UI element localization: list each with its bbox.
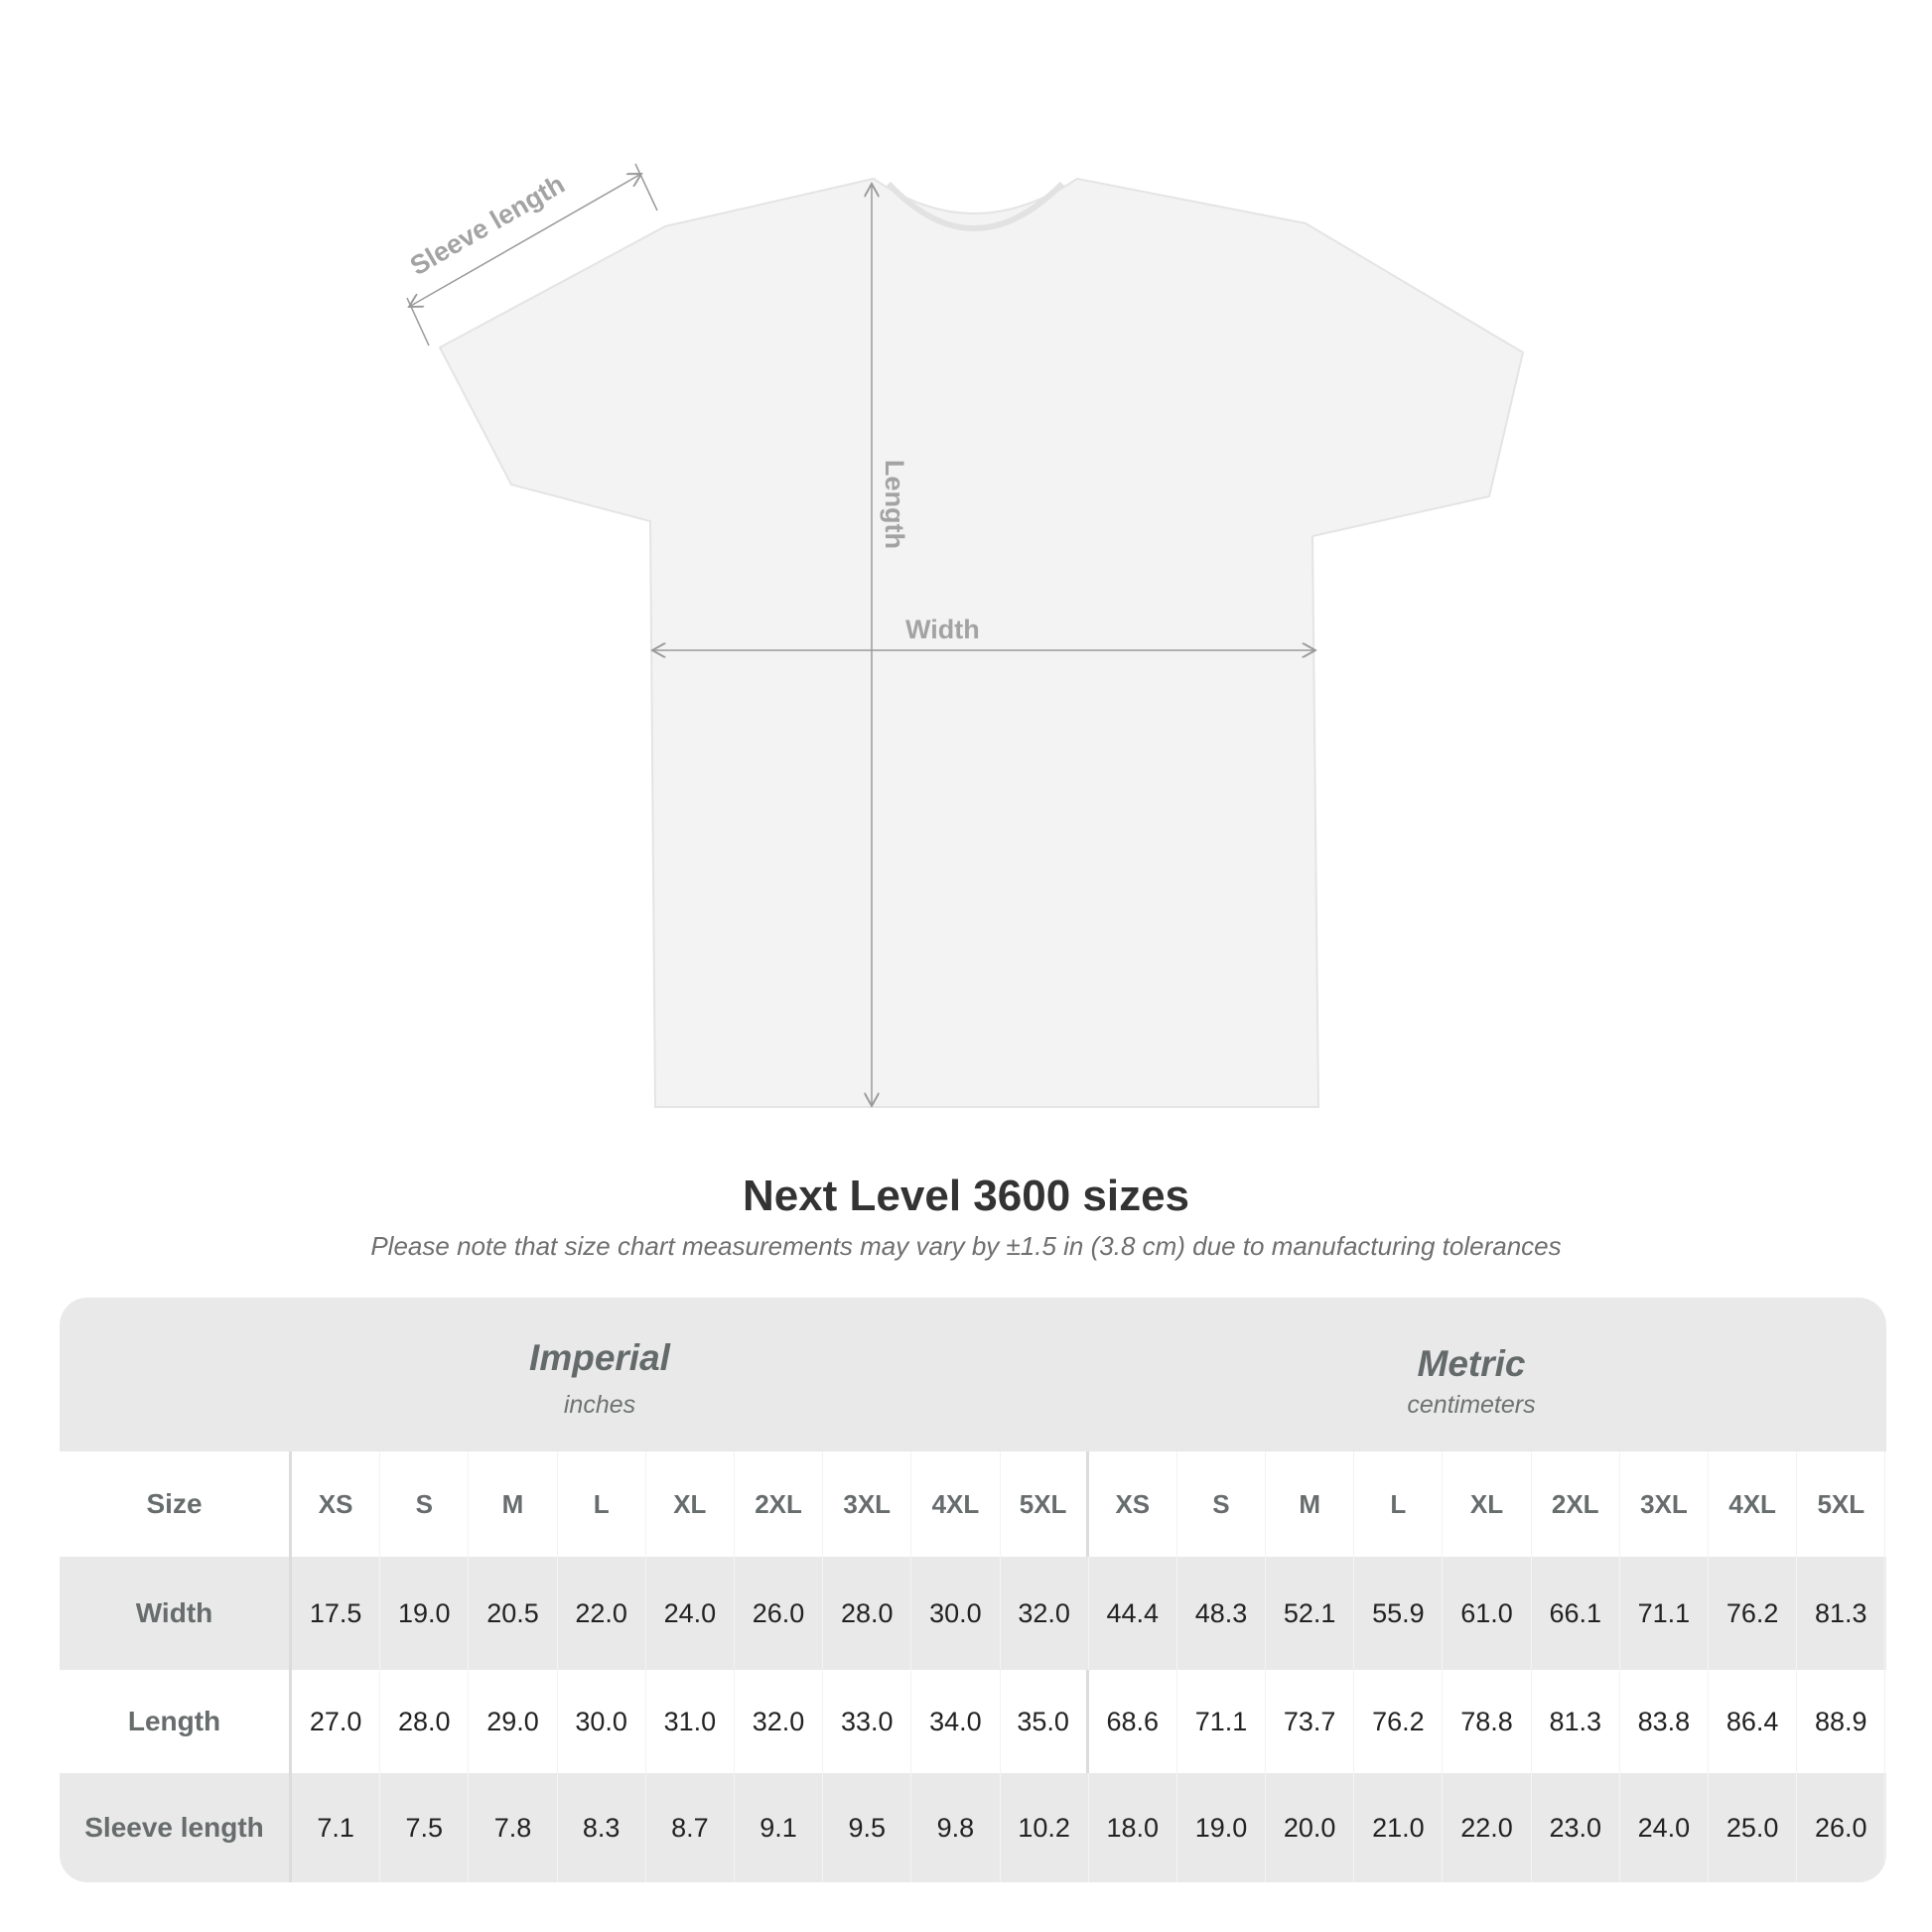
imperial-value-cell: 9.1 bbox=[735, 1773, 824, 1882]
metric-size-header: XS bbox=[1089, 1451, 1177, 1557]
imperial-size-header: XL bbox=[646, 1451, 735, 1557]
unit-header: Imperial inches Metric centimeters bbox=[60, 1298, 1886, 1451]
imperial-size-header: S bbox=[380, 1451, 470, 1557]
imperial-value-cell: 30.0 bbox=[911, 1557, 1001, 1670]
imperial-value-cell: 28.0 bbox=[380, 1670, 470, 1773]
metric-value-cell: 21.0 bbox=[1354, 1773, 1444, 1882]
imperial-value-cell: 35.0 bbox=[1001, 1670, 1089, 1773]
metric-size-header: 5XL bbox=[1797, 1451, 1886, 1557]
metric-value-cell: 71.1 bbox=[1177, 1670, 1267, 1773]
metric-value-cell: 44.4 bbox=[1089, 1557, 1177, 1670]
imperial-size-header: 2XL bbox=[735, 1451, 824, 1557]
sleeve-length-arrow bbox=[409, 174, 641, 307]
sleeve-length-label: Sleeve length bbox=[405, 169, 570, 281]
tolerance-note: Please note that size chart measurements… bbox=[370, 1231, 1562, 1261]
imperial-size-header: 4XL bbox=[911, 1451, 1001, 1557]
imperial-value-cell: 32.0 bbox=[735, 1670, 824, 1773]
metric-size-header: XL bbox=[1443, 1451, 1532, 1557]
imperial-value-cell: 24.0 bbox=[646, 1557, 735, 1670]
imperial-value-cell: 10.2 bbox=[1001, 1773, 1089, 1882]
metric-value-cell: 88.9 bbox=[1797, 1670, 1886, 1773]
tshirt-shape bbox=[438, 177, 1525, 1108]
imperial-value-cell: 9.5 bbox=[823, 1773, 912, 1882]
metric-size-header: M bbox=[1266, 1451, 1355, 1557]
metric-value-cell: 26.0 bbox=[1797, 1773, 1886, 1882]
row-label: Sleeve length bbox=[60, 1773, 292, 1882]
imperial-value-cell: 7.5 bbox=[380, 1773, 470, 1882]
imperial-value-cell: 17.5 bbox=[292, 1557, 381, 1670]
imperial-value-cell: 8.3 bbox=[558, 1773, 646, 1882]
imperial-value-cell: 30.0 bbox=[558, 1670, 646, 1773]
imperial-size-header: XS bbox=[292, 1451, 381, 1557]
metric-value-cell: 48.3 bbox=[1177, 1557, 1267, 1670]
imperial-value-cell: 31.0 bbox=[646, 1670, 735, 1773]
metric-value-cell: 81.3 bbox=[1797, 1557, 1886, 1670]
size-row: Size XS S M L XL 2XL 3XL 4XL 5XL XS S M L XL 2XL 3XL 4XL 5… bbox=[60, 1451, 1886, 1557]
imperial-value-cell: 22.0 bbox=[558, 1557, 646, 1670]
metric-size-header: 2XL bbox=[1532, 1451, 1620, 1557]
metric-value-cell: 19.0 bbox=[1177, 1773, 1267, 1882]
imperial-value-cell: 33.0 bbox=[823, 1670, 912, 1773]
imperial-value-cell: 7.1 bbox=[292, 1773, 381, 1882]
metric-value-cell: 71.1 bbox=[1620, 1557, 1709, 1670]
metric-value-cell: 20.0 bbox=[1266, 1773, 1355, 1882]
imperial-value-cell: 20.5 bbox=[469, 1557, 558, 1670]
metric-value-cell: 86.4 bbox=[1709, 1670, 1798, 1773]
collar bbox=[886, 181, 1065, 231]
imperial-size-header: 5XL bbox=[1001, 1451, 1089, 1557]
length-label: Length bbox=[880, 460, 909, 549]
metric-value-cell: 52.1 bbox=[1266, 1557, 1355, 1670]
imperial-value-cell: 32.0 bbox=[1001, 1557, 1089, 1670]
metric-size-header: L bbox=[1354, 1451, 1444, 1557]
imperial-value-cell: 34.0 bbox=[911, 1670, 1001, 1773]
metric-value-cell: 81.3 bbox=[1532, 1670, 1620, 1773]
metric-size-header: S bbox=[1177, 1451, 1267, 1557]
imperial-size-header: L bbox=[558, 1451, 646, 1557]
imperial-size-header: M bbox=[469, 1451, 558, 1557]
imperial-value-cell: 7.8 bbox=[469, 1773, 558, 1882]
metric-value-cell: 25.0 bbox=[1709, 1773, 1798, 1882]
metric-value-cell: 76.2 bbox=[1354, 1670, 1444, 1773]
metric-value-cell: 18.0 bbox=[1089, 1773, 1177, 1882]
metric-value-cell: 24.0 bbox=[1620, 1773, 1709, 1882]
width-row: Width 17.5 19.0 20.5 22.0 24.0 26.0 28.0 30.0 32.… bbox=[60, 1557, 1886, 1670]
imperial-value-cell: 9.8 bbox=[911, 1773, 1001, 1882]
imperial-value-cell: 27.0 bbox=[292, 1670, 381, 1773]
imperial-value-cell: 19.0 bbox=[380, 1557, 470, 1670]
tshirt-diagram: Sleeve length Length Width bbox=[405, 163, 1525, 1108]
metric-value-cell: 22.0 bbox=[1443, 1773, 1532, 1882]
metric-value-cell: 68.6 bbox=[1089, 1670, 1177, 1773]
row-label: Width bbox=[60, 1557, 292, 1670]
metric-value-cell: 83.8 bbox=[1620, 1670, 1709, 1773]
metric-header: Metric centimeters bbox=[1407, 1343, 1536, 1419]
width-label: Width bbox=[905, 615, 980, 644]
imperial-value-cell: 29.0 bbox=[469, 1670, 558, 1773]
metric-size-header: 3XL bbox=[1620, 1451, 1709, 1557]
imperial-value-cell: 8.7 bbox=[646, 1773, 735, 1882]
metric-value-cell: 23.0 bbox=[1532, 1773, 1620, 1882]
imperial-value-cell: 26.0 bbox=[735, 1557, 824, 1670]
page-title: Next Level 3600 sizes bbox=[742, 1172, 1190, 1220]
metric-value-cell: 55.9 bbox=[1354, 1557, 1444, 1670]
row-label: Size bbox=[60, 1451, 292, 1557]
metric-value-cell: 78.8 bbox=[1443, 1670, 1532, 1773]
metric-value-cell: 73.7 bbox=[1266, 1670, 1355, 1773]
length-row: Length 27.0 28.0 29.0 30.0 31.0 32.0 33.0 34.0 35… bbox=[60, 1670, 1886, 1773]
imperial-size-header: 3XL bbox=[823, 1451, 912, 1557]
metric-value-cell: 66.1 bbox=[1532, 1557, 1620, 1670]
imperial-value-cell: 28.0 bbox=[823, 1557, 912, 1670]
imperial-header: Imperial inches bbox=[529, 1337, 670, 1419]
metric-value-cell: 76.2 bbox=[1709, 1557, 1798, 1670]
sleeve-length-row: Sleeve length 7.1 7.5 7.8 8.3 8.7 9.1 9.5 9.8 10.… bbox=[60, 1773, 1886, 1882]
row-label: Length bbox=[60, 1670, 292, 1773]
size-table: Imperial inches Metric centimeters Size X… bbox=[60, 1298, 1886, 1882]
metric-value-cell: 61.0 bbox=[1443, 1557, 1532, 1670]
metric-size-header: 4XL bbox=[1709, 1451, 1798, 1557]
